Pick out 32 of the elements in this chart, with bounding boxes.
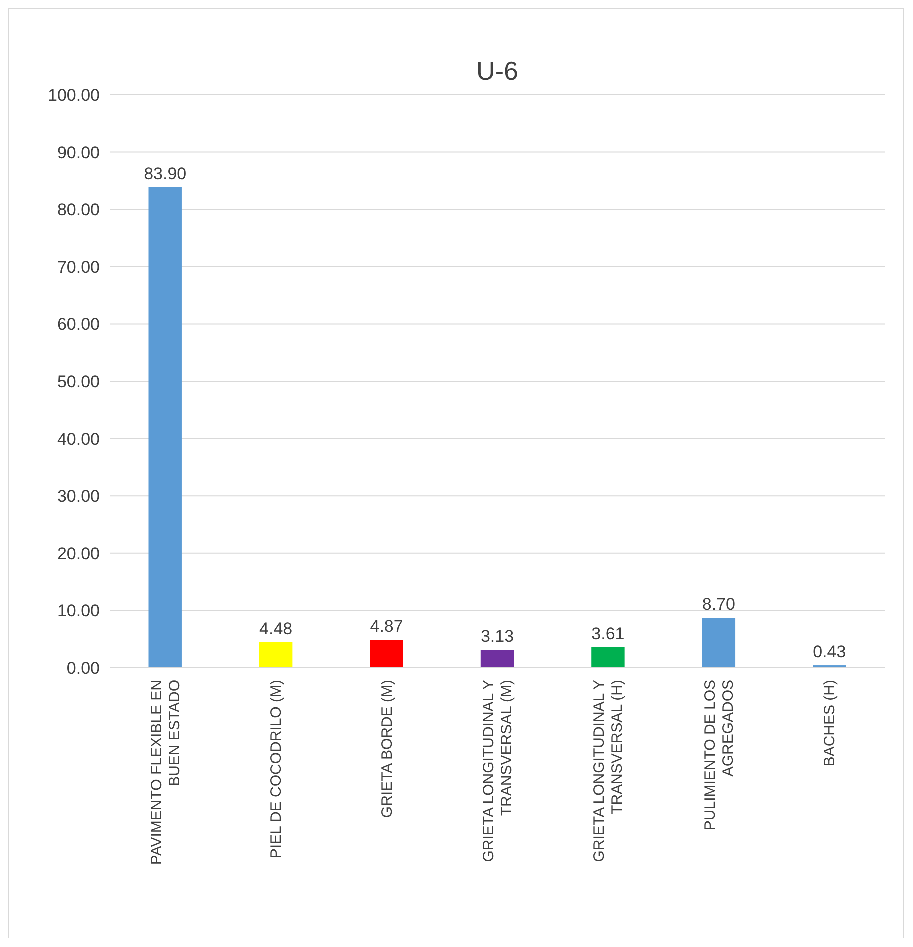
y-tick-label: 30.00 — [57, 487, 100, 506]
x-tick-label: PAVIMENTO FLEXIBLE EN BUEN ESTADO — [148, 680, 184, 866]
y-tick-label: 40.00 — [57, 430, 100, 449]
y-tick-label: 70.00 — [57, 258, 100, 277]
bar — [592, 647, 625, 668]
y-tick-label: 0.00 — [66, 658, 100, 678]
y-tick-label: 90.00 — [57, 143, 100, 162]
data-label: 0.43 — [813, 642, 846, 662]
x-tick-label: PIEL DE COCODRILO (M) — [268, 680, 286, 859]
data-label: 8.70 — [702, 595, 736, 614]
x-tick-label: PULIMIENTO DE LOS AGREGADOS — [702, 680, 737, 831]
y-tick-label: 60.00 — [57, 315, 100, 334]
y-tick-label: 80.00 — [57, 200, 100, 220]
data-label: 83.90 — [144, 164, 187, 184]
y-tick-label: 10.00 — [57, 602, 100, 621]
data-label: 3.61 — [592, 624, 625, 644]
y-tick-label: 100.00 — [48, 86, 100, 105]
bar — [480, 650, 514, 668]
data-label: 3.13 — [480, 627, 514, 646]
x-tick-label: BACHES (H) — [822, 680, 839, 767]
bar — [259, 642, 293, 668]
y-tick-label: 50.00 — [57, 372, 100, 392]
x-tick-label: GRIETA BORDE (M) — [378, 680, 396, 818]
x-tick-label: GRIETA LONGITUDINAL Y TRANSVERSAL (M) — [480, 680, 516, 862]
data-label: 4.87 — [370, 617, 404, 636]
bar — [148, 187, 182, 668]
bar — [370, 640, 404, 668]
data-label: 4.48 — [260, 619, 293, 638]
x-tick-label: GRIETA LONGITUDINAL Y TRANSVERSAL (H) — [591, 680, 626, 862]
chart-title: U-6 — [476, 56, 518, 86]
bar — [702, 618, 736, 668]
y-tick-label: 20.00 — [57, 544, 100, 564]
